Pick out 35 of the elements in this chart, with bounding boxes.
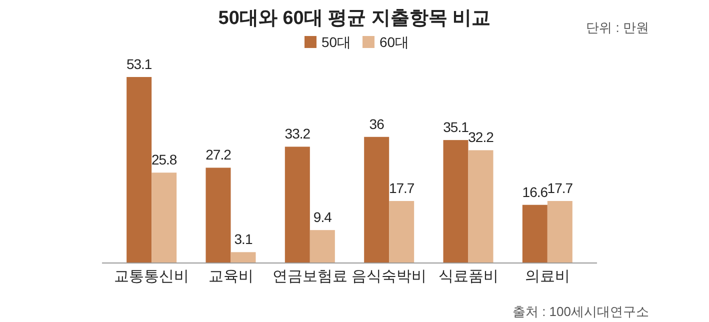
legend-label: 50대 — [322, 34, 352, 50]
data-label: 3.1 — [234, 231, 253, 248]
data-label: 16.6 — [522, 184, 548, 200]
data-label: 53.1 — [126, 56, 152, 72]
bar — [547, 201, 572, 263]
x-tick-label: 음식숙박비 — [352, 268, 427, 285]
bar — [310, 230, 335, 263]
x-tick-label: 교육비 — [208, 268, 254, 285]
legend-label: 60대 — [380, 34, 410, 50]
bar — [126, 77, 152, 263]
chart-title: 50대와 60대 평균 지출항목 비교 — [218, 8, 491, 29]
data-label: 32.2 — [468, 129, 494, 146]
x-tick-label: 연금보험료 — [272, 268, 348, 285]
x-tick-label: 교통통신비 — [114, 268, 190, 285]
bar — [284, 146, 310, 263]
bar — [443, 140, 468, 263]
text: 단위 : 만원 — [586, 20, 649, 35]
data-label: 35.1 — [443, 119, 470, 136]
bar — [364, 136, 390, 263]
data-label: 17.7 — [388, 180, 415, 196]
bar — [206, 168, 231, 263]
x-tick-label: 의료비 — [524, 268, 570, 285]
bar — [152, 172, 177, 263]
x-tick-label: 식료품비 — [438, 268, 498, 285]
bar — [522, 204, 548, 263]
data-label: 25.8 — [151, 152, 178, 168]
data-label: 36 — [369, 116, 385, 132]
bar — [389, 201, 414, 263]
bar — [468, 150, 494, 263]
data-label: 9.4 — [313, 209, 332, 226]
data-label: 33.2 — [284, 126, 311, 142]
data-label: 27.2 — [206, 146, 232, 163]
data-label: 17.7 — [547, 180, 574, 196]
source-note: 출처 : 100세시대연구소 — [512, 304, 649, 319]
bar — [230, 252, 256, 263]
